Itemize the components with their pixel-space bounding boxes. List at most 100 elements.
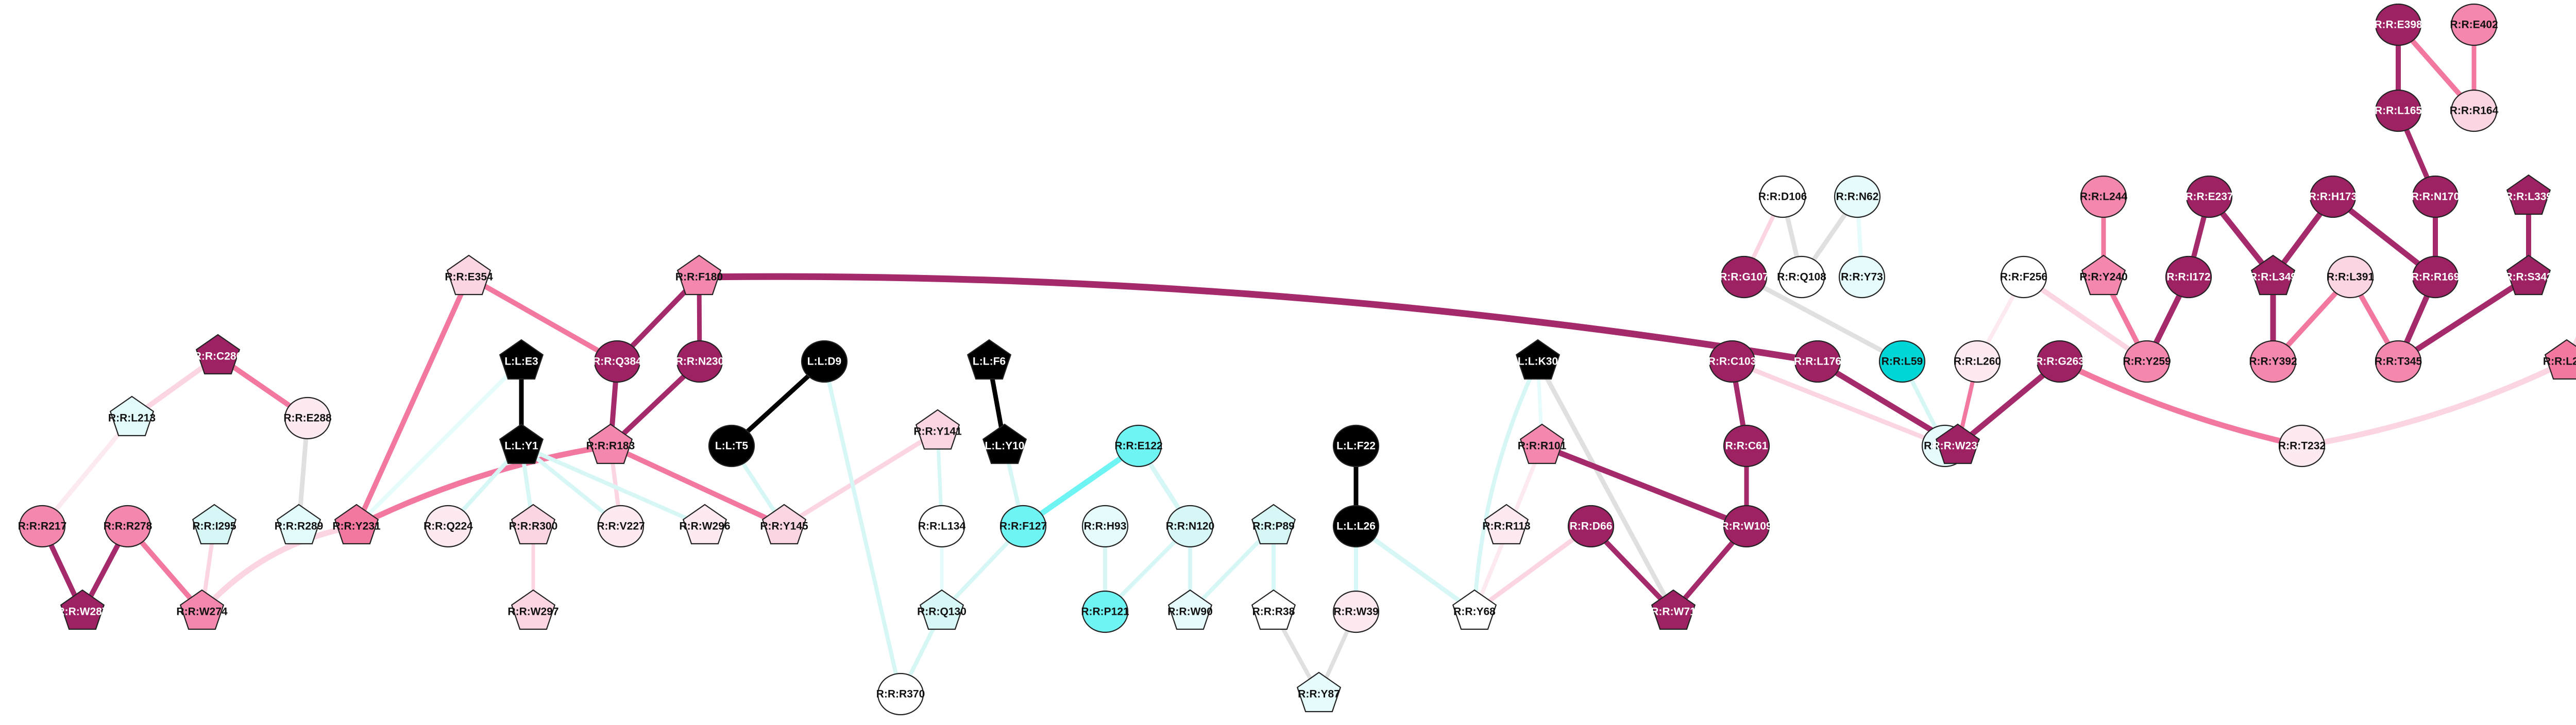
ellipse-node-shape[interactable]	[1081, 590, 1129, 633]
pentagon-node-shape[interactable]	[1452, 589, 1497, 630]
ellipse-node-shape[interactable]	[1708, 340, 1756, 383]
node-RRR370[interactable]: R:R:R370	[876, 672, 925, 716]
node-RRN62[interactable]: R:R:N62	[1834, 175, 1881, 218]
node-RRH93[interactable]: R:R:H93	[1081, 505, 1129, 548]
pentagon-node-shape[interactable]	[276, 504, 321, 545]
pentagon-node-shape[interactable]	[1484, 504, 1529, 545]
ellipse-node-shape[interactable]	[1115, 424, 1162, 468]
node-RRF127[interactable]: R:R:F127	[999, 505, 1047, 548]
ellipse-node-shape[interactable]	[1567, 505, 1615, 548]
node-RRE402[interactable]: R:R:E402	[2450, 3, 2498, 46]
ellipse-node-shape[interactable]	[1794, 340, 1841, 383]
ellipse-node-shape[interactable]	[2036, 340, 2083, 383]
node-RRL213[interactable]: R:R:L213	[108, 395, 156, 437]
node-RRY392[interactable]: R:R:Y392	[2249, 340, 2297, 383]
ellipse-node-shape[interactable]	[2249, 340, 2297, 383]
node-RRG107[interactable]: R:R:G107	[1719, 255, 1769, 299]
pentagon-node-shape[interactable]	[1251, 504, 1296, 545]
ellipse-node-shape[interactable]	[2165, 255, 2212, 299]
ellipse-node-shape[interactable]	[104, 505, 151, 548]
node-RRQ108[interactable]: R:R:Q108	[1777, 255, 1826, 299]
pentagon-node-shape[interactable]	[982, 423, 1027, 464]
node-RRV227[interactable]: R:R:V227	[597, 505, 645, 548]
node-RRR278[interactable]: R:R:R278	[104, 505, 152, 548]
ellipse-node-shape[interactable]	[2123, 340, 2171, 383]
pentagon-node-shape[interactable]	[1251, 589, 1296, 630]
ellipse-node-shape[interactable]	[2375, 89, 2422, 132]
ellipse-node-shape[interactable]	[676, 340, 723, 383]
pentagon-node-shape[interactable]	[682, 504, 727, 545]
ellipse-node-shape[interactable]	[597, 505, 645, 548]
ellipse-node-shape[interactable]	[2375, 340, 2422, 383]
ellipse-node-shape[interactable]	[2185, 175, 2233, 218]
pentagon-node-shape[interactable]	[2506, 174, 2551, 215]
node-RRF180[interactable]: R:R:F180	[675, 254, 723, 296]
node-RRY259[interactable]: R:R:Y259	[2123, 340, 2171, 383]
node-RRP89[interactable]: R:R:P89	[1251, 504, 1296, 545]
pentagon-node-shape[interactable]	[1515, 339, 1561, 380]
pentagon-node-shape[interactable]	[334, 504, 379, 545]
ellipse-node-shape[interactable]	[1759, 175, 1806, 218]
pentagon-node-shape[interactable]	[446, 254, 492, 296]
pentagon-node-shape[interactable]	[1167, 589, 1213, 630]
node-RRR300[interactable]: R:R:R300	[509, 504, 558, 545]
node-RRE398[interactable]: R:R:E398	[2374, 3, 2422, 46]
pentagon-node-shape[interactable]	[2081, 254, 2126, 296]
node-RRL176[interactable]: R:R:L176	[1794, 340, 1841, 383]
node-RRI172[interactable]: R:R:I172	[2165, 255, 2212, 299]
ellipse-node-shape[interactable]	[19, 505, 66, 548]
node-RRL260[interactable]: R:R:L260	[1954, 340, 2001, 383]
node-RRQ224[interactable]: R:R:Q224	[423, 505, 473, 548]
node-RRR164[interactable]: R:R:R164	[2450, 89, 2499, 132]
pentagon-node-shape[interactable]	[195, 334, 241, 375]
ellipse-node-shape[interactable]	[1778, 255, 1825, 299]
node-LLF6[interactable]: L:L:F6	[967, 339, 1012, 380]
ellipse-node-shape[interactable]	[594, 340, 641, 383]
node-RRW287[interactable]: R:R:W287	[57, 589, 108, 630]
ellipse-node-shape[interactable]	[999, 505, 1047, 548]
pentagon-node-shape[interactable]	[60, 589, 105, 630]
node-RRR101[interactable]: R:R:R101	[1518, 423, 1567, 464]
node-RRW109[interactable]: R:R:W109	[1721, 505, 1772, 548]
pentagon-node-shape[interactable]	[588, 423, 633, 464]
ellipse-node-shape[interactable]	[284, 396, 331, 440]
ellipse-node-shape[interactable]	[1878, 340, 1926, 383]
ellipse-node-shape[interactable]	[1720, 255, 1768, 299]
ellipse-node-shape[interactable]	[1723, 424, 1770, 468]
node-RRT345[interactable]: R:R:T345	[2375, 340, 2422, 383]
ellipse-node-shape[interactable]	[2309, 175, 2357, 218]
node-RRW296[interactable]: R:R:W296	[679, 504, 731, 545]
ellipse-node-shape[interactable]	[2412, 255, 2459, 299]
ellipse-node-shape[interactable]	[2278, 424, 2326, 468]
node-RRL391[interactable]: R:R:L391	[2327, 255, 2375, 299]
ellipse-node-shape[interactable]	[708, 424, 755, 468]
node-LLD9[interactable]: L:L:D9	[801, 340, 848, 383]
node-RRL59[interactable]: R:R:L59	[1878, 340, 1926, 383]
node-RRD66[interactable]: R:R:D66	[1567, 505, 1615, 548]
ellipse-node-shape[interactable]	[2000, 255, 2047, 299]
node-RRY73[interactable]: R:R:Y73	[1838, 255, 1886, 299]
node-LLL26[interactable]: L:L:L26	[1332, 505, 1380, 548]
pentagon-node-shape[interactable]	[1935, 423, 1980, 464]
ellipse-node-shape[interactable]	[2080, 175, 2127, 218]
pentagon-node-shape[interactable]	[2250, 254, 2296, 296]
pentagon-node-shape[interactable]	[179, 589, 225, 630]
node-LLT5[interactable]: L:L:T5	[708, 424, 755, 468]
node-LLF22[interactable]: L:L:F22	[1332, 424, 1380, 468]
node-LLK30[interactable]: L:L:K30	[1515, 339, 1561, 380]
pentagon-node-shape[interactable]	[2506, 254, 2551, 296]
ellipse-node-shape[interactable]	[801, 340, 848, 383]
node-LLY10[interactable]: L:L:Y10	[982, 423, 1027, 464]
pentagon-node-shape[interactable]	[511, 504, 556, 545]
pentagon-node-shape[interactable]	[967, 339, 1012, 380]
node-RRI295[interactable]: R:R:I295	[192, 504, 237, 545]
ellipse-node-shape[interactable]	[1723, 505, 1770, 548]
node-RRR113[interactable]: R:R:R113	[1482, 504, 1531, 545]
node-RRY87[interactable]: R:R:Y87	[1296, 671, 1342, 713]
ellipse-node-shape[interactable]	[1081, 505, 1129, 548]
ellipse-node-shape[interactable]	[1166, 505, 1214, 548]
ellipse-node-shape[interactable]	[1332, 590, 1380, 633]
node-RRR38[interactable]: R:R:R38	[1251, 589, 1296, 630]
ellipse-node-shape[interactable]	[425, 505, 472, 548]
